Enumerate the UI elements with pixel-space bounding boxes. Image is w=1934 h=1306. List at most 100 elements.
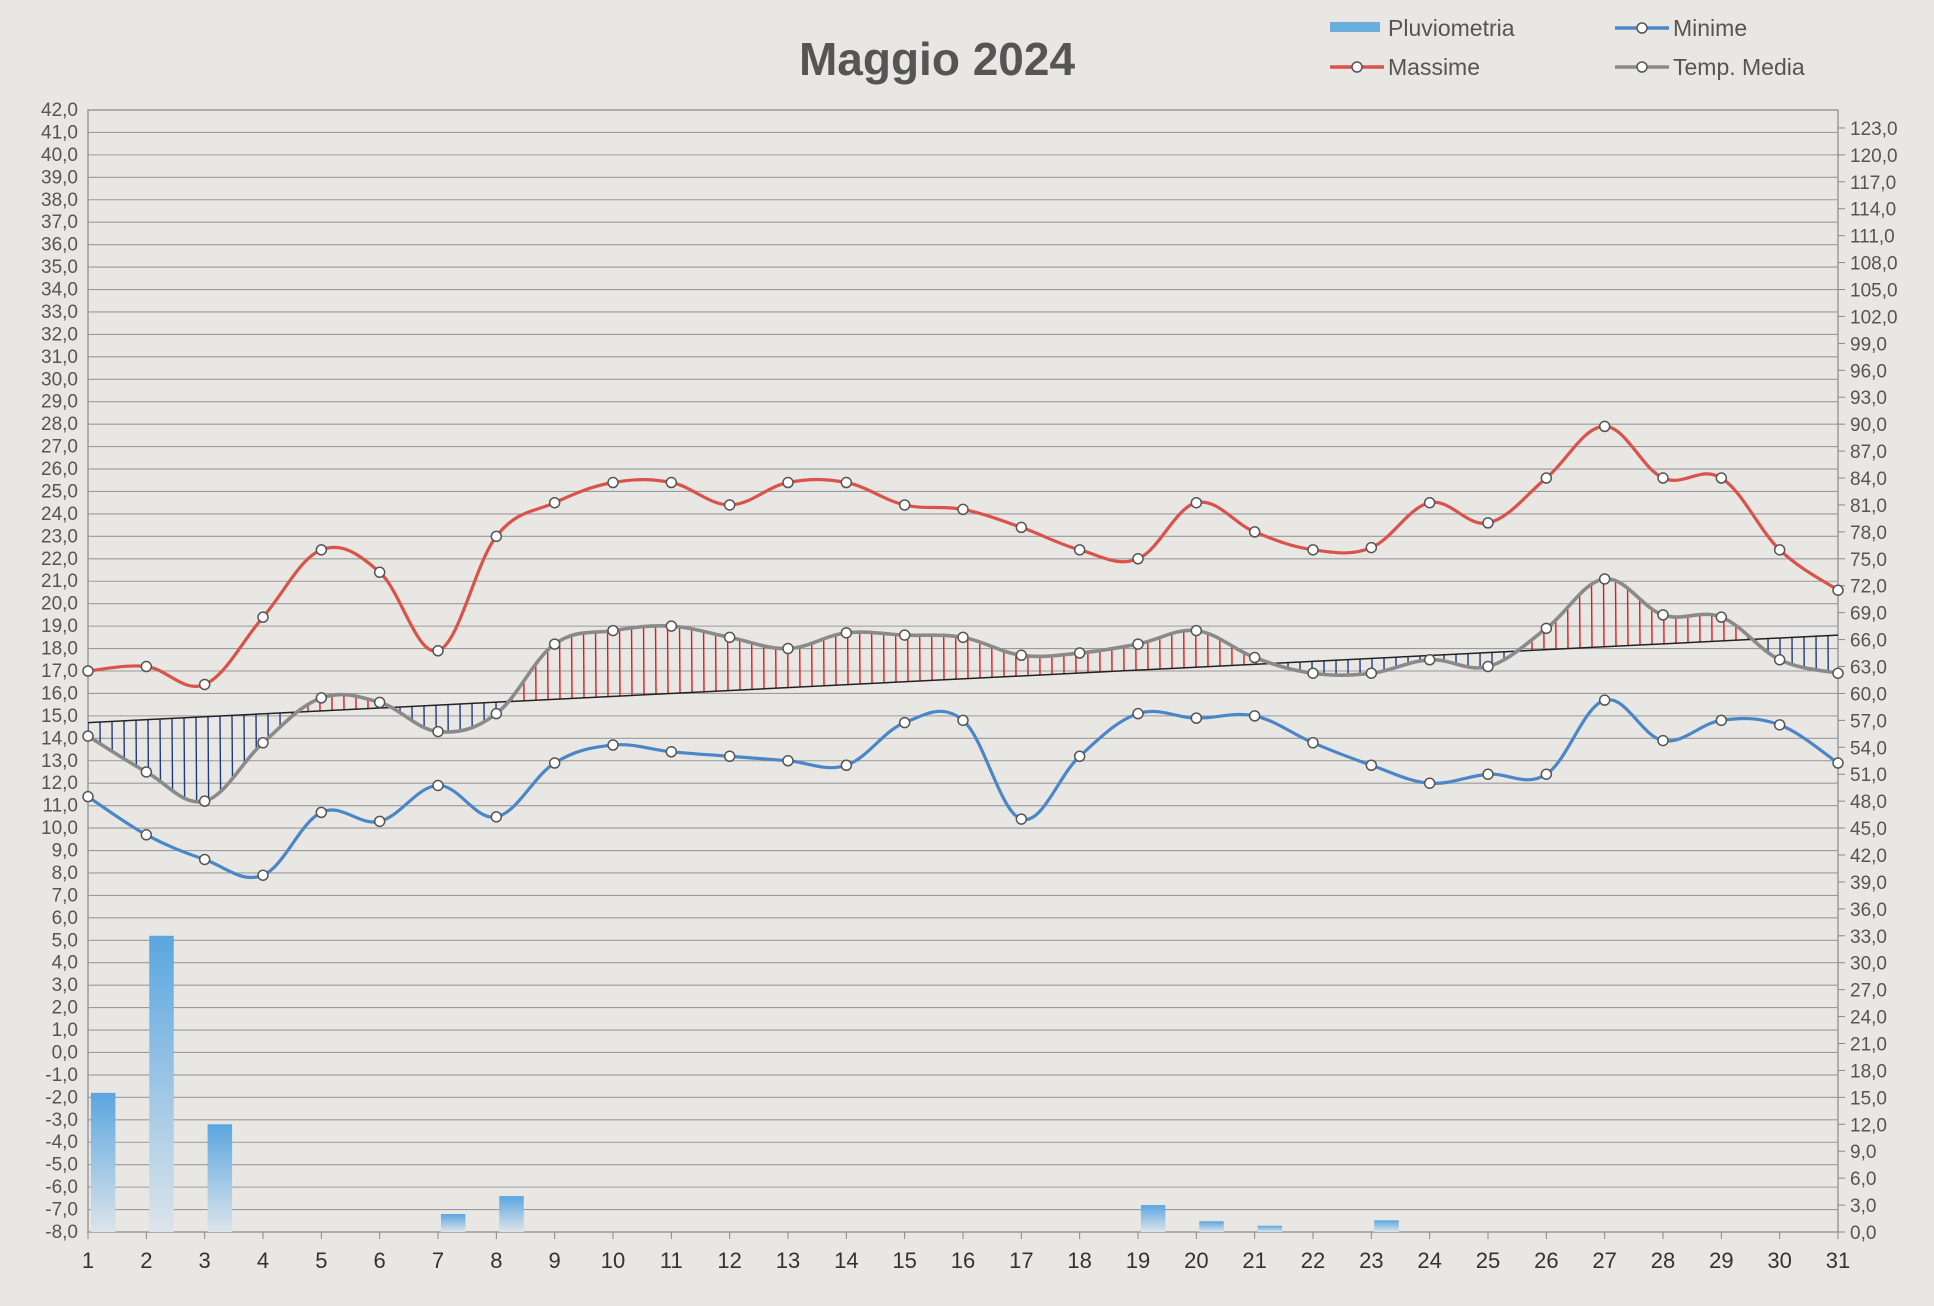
y2-tick-label: 66,0 <box>1850 631 1887 652</box>
hatch-line-below <box>1755 639 1761 802</box>
hatch-line-below <box>807 686 813 802</box>
y2-tick-label: 108,0 <box>1850 254 1898 275</box>
y-tick-label: 19,0 <box>41 616 78 637</box>
x-tick-label: 4 <box>257 1248 269 1273</box>
hatch-line-below <box>963 678 969 802</box>
hatch-line-above <box>1827 578 1833 636</box>
temp-media-point <box>490 707 503 720</box>
y-tick-label: 41,0 <box>41 122 78 143</box>
x-tick-label: 21 <box>1242 1248 1266 1273</box>
x-tick-label: 16 <box>951 1248 975 1273</box>
hatch-line-above <box>1671 578 1677 644</box>
hatch-line-above <box>507 578 513 702</box>
massime-point <box>898 499 911 511</box>
y2-tick-label: 27,0 <box>1850 981 1887 1002</box>
massime-point <box>1540 472 1553 484</box>
hatch-line-above <box>1539 578 1545 651</box>
hatch-line-below <box>1359 658 1365 802</box>
hatch-line-below <box>1107 671 1113 802</box>
massime-point <box>1482 517 1494 529</box>
y-tick-label: 17,0 <box>41 661 78 682</box>
hatch-line-above <box>483 578 489 703</box>
minime-point <box>198 853 211 866</box>
y2-tick-label: 102,0 <box>1850 307 1898 328</box>
hatch-line-above <box>1023 578 1029 676</box>
hatch-line-below <box>1131 670 1137 802</box>
hatch-line-below <box>579 698 585 802</box>
chart-title: Maggio 2024 <box>799 33 1076 85</box>
hatch-line-above <box>555 578 561 700</box>
y-tick-label: 31,0 <box>41 347 78 368</box>
minime-point <box>140 829 153 841</box>
massime-point <box>723 499 736 511</box>
hatch-line-below <box>747 689 753 802</box>
hatch-line-above <box>1191 578 1197 668</box>
hatch-line-below <box>771 688 777 802</box>
hatch-line-below <box>903 681 909 802</box>
temp-media-point <box>1015 649 1028 662</box>
minime-point <box>957 714 969 727</box>
hatch-line-below <box>1287 662 1293 802</box>
hatch-line-below <box>783 687 789 802</box>
y2-tick-label: 120,0 <box>1850 146 1898 167</box>
hatch-line-below <box>267 713 273 802</box>
hatch-line-above <box>1383 578 1389 658</box>
hatch-line-above <box>795 578 801 688</box>
hatch-line-below <box>255 714 261 802</box>
y2-tick-label: 111,0 <box>1850 227 1895 248</box>
rain-bars <box>90 935 1399 1232</box>
hatch-line-below <box>183 717 189 802</box>
massime-point <box>665 476 678 489</box>
hatch-line-above <box>1623 578 1629 646</box>
temp-media-point <box>665 620 678 632</box>
hatch-line-above <box>783 578 789 688</box>
hatch-line-below <box>1791 637 1797 802</box>
hatch-line-above <box>771 578 777 689</box>
y2-tick-label: 36,0 <box>1850 900 1887 921</box>
hatch-line-below <box>399 707 405 802</box>
x-tick-label: 14 <box>834 1248 858 1273</box>
hatch-line-above <box>531 578 537 701</box>
y2-tick-label: 123,0 <box>1850 119 1898 140</box>
hatch-line-below <box>615 696 621 802</box>
hatch-line-above <box>1095 578 1101 673</box>
hatch-line-above <box>879 578 885 684</box>
y-tick-label: 27,0 <box>41 437 78 458</box>
hatch-line-below <box>1119 670 1125 802</box>
hatch-line-below <box>1347 659 1353 802</box>
minime-point <box>723 750 736 763</box>
y-tick-label: 25,0 <box>41 481 78 502</box>
minime-point <box>1657 734 1669 747</box>
hatch-line-above <box>1143 578 1149 670</box>
hatch-line-above <box>867 578 873 684</box>
hatch-line-above <box>903 578 909 682</box>
y-tick-label: 14,0 <box>41 728 78 749</box>
y2-tick-label: 18,0 <box>1850 1061 1887 1082</box>
minime-point <box>432 779 444 792</box>
y-tick-label: 32,0 <box>41 324 78 345</box>
y2-tick-label: 15,0 <box>1850 1088 1887 1109</box>
hatch-line-below <box>735 690 741 802</box>
hatch-line-below <box>411 706 417 802</box>
x-tick-label: 10 <box>601 1248 625 1273</box>
temp-media-point <box>1073 647 1086 659</box>
y2-tick-label: 51,0 <box>1850 765 1887 786</box>
hatch-line-above <box>987 578 993 678</box>
legend-label-massime: Massime <box>1388 54 1480 80</box>
minime-point <box>1832 757 1844 769</box>
hatch-line-below <box>351 709 357 802</box>
hatch-line-above <box>1419 578 1425 657</box>
massime-point <box>140 660 153 673</box>
hatch-line-below <box>195 717 201 802</box>
temp-media-point <box>1190 624 1203 637</box>
x-tick-label: 23 <box>1359 1248 1383 1273</box>
temp-media-point <box>548 638 561 650</box>
y2-tick-label: 90,0 <box>1850 415 1887 436</box>
hatch-line-above <box>171 578 177 719</box>
hatch-line-below <box>1407 656 1413 802</box>
y-tick-label: 21,0 <box>41 571 78 592</box>
temp-media-point <box>257 737 269 749</box>
massime-point <box>82 665 94 677</box>
hatch-line-below <box>1539 649 1545 802</box>
y-tick-label: 10,0 <box>41 818 78 839</box>
